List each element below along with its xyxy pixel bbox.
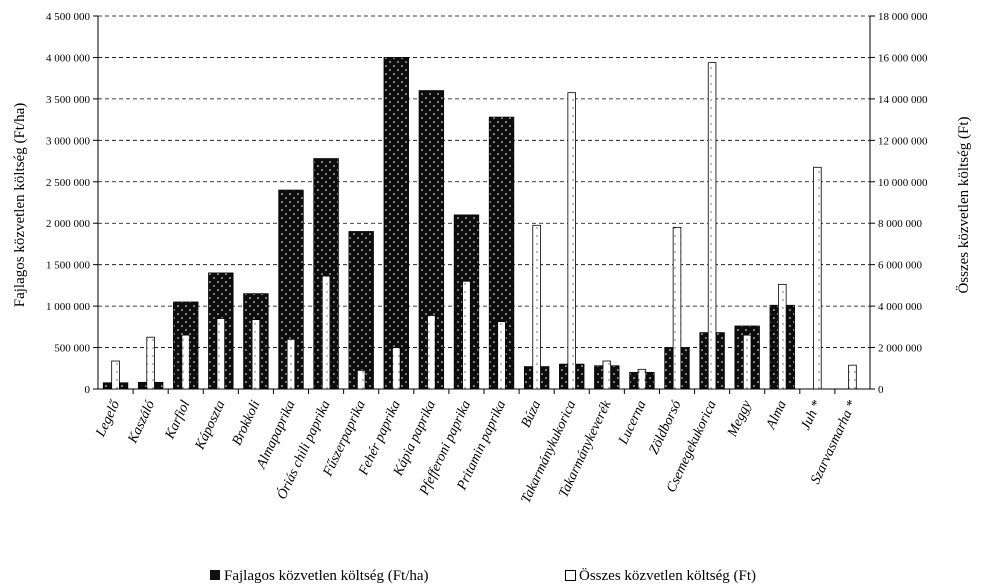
y-left-tick-label: 2 500 000 xyxy=(46,177,91,189)
bar-osszes xyxy=(778,283,787,390)
bar-fajlagos xyxy=(348,231,374,390)
bar-osszes xyxy=(848,364,857,390)
bar-osszes xyxy=(813,166,822,390)
legend-label-series-2: Összes közvetlen költség (Ft) xyxy=(579,567,756,584)
bar-osszes xyxy=(321,275,331,390)
bar-osszes xyxy=(602,360,612,390)
y-right-tick-label: 2 000 000 xyxy=(878,343,923,355)
legend-label-series-1: Fajlagos közvetlen költség (Ft/ha) xyxy=(224,568,429,584)
category-label: Karfiol xyxy=(162,398,193,442)
category-label: Zöldborsó xyxy=(647,398,685,457)
bar-osszes xyxy=(742,334,752,390)
category-label: Káposzta xyxy=(192,398,228,452)
y-right-tick-label: 4 000 000 xyxy=(878,301,923,313)
bars xyxy=(102,57,857,390)
y-right-tick-label: 6 000 000 xyxy=(878,260,923,272)
legend-swatch-series-2 xyxy=(565,570,576,581)
bar-osszes xyxy=(532,224,541,390)
bar-osszes xyxy=(181,334,190,390)
bar-osszes xyxy=(567,92,576,390)
category-label: Juh * xyxy=(798,398,825,432)
bar-osszes xyxy=(356,369,366,390)
bar-osszes xyxy=(216,318,226,390)
y-left-tick-label: 500 000 xyxy=(54,343,90,355)
category-label: Brokkoli xyxy=(230,398,264,448)
y-right-tick-label: 8 000 000 xyxy=(878,218,923,230)
bar-osszes xyxy=(286,338,296,390)
y-left-tick-label: 2 000 000 xyxy=(46,218,91,230)
legend: Fajlagos közvetlen költség (Ft/ha) Össze… xyxy=(210,567,756,584)
bar-osszes xyxy=(392,347,401,390)
bar-osszes xyxy=(111,360,120,390)
y-axis-right-title: Összes közvetlen költség (Ft) xyxy=(955,116,972,293)
bar-osszes xyxy=(637,368,647,390)
y-left-tick-label: 4 500 000 xyxy=(46,11,91,23)
y-axis-left-title: Fajlagos közvetlen költség (Ft/ha) xyxy=(12,103,28,308)
y-right-tick-label: 16 000 000 xyxy=(878,52,928,64)
y-left-tick-label: 4 000 000 xyxy=(46,52,91,64)
tick-labels: 0 500 000 1 000 000 1 500 000 2 000 000 2 500… xyxy=(46,11,928,506)
y-left-tick-label: 3 500 000 xyxy=(46,94,91,106)
category-label: Kaszáló xyxy=(125,398,158,446)
category-label: Lucerna xyxy=(616,398,650,448)
category-label: Búza xyxy=(519,398,544,430)
y-left-tick-label: 3 000 000 xyxy=(46,135,91,147)
y-right-tick-label: 18 000 000 xyxy=(878,11,928,23)
y-right-tick-label: 12 000 000 xyxy=(878,135,928,147)
bar-osszes xyxy=(672,226,682,390)
y-right-tick-label: 14 000 000 xyxy=(878,94,928,106)
bar-osszes xyxy=(427,315,436,390)
category-label: Meggy xyxy=(725,398,755,440)
bar-osszes xyxy=(146,336,155,390)
legend-swatch-series-1 xyxy=(210,570,220,580)
category-label: Alma xyxy=(763,398,790,432)
y-left-tick-label: 1 000 000 xyxy=(46,301,91,313)
bar-osszes xyxy=(497,321,506,390)
bar-osszes xyxy=(462,280,471,390)
y-right-tick-label: 0 xyxy=(878,384,884,396)
bar-osszes xyxy=(251,319,261,390)
y-left-tick-label: 0 xyxy=(85,384,91,396)
y-left-tick-label: 1 500 000 xyxy=(46,260,91,272)
bar-fajlagos xyxy=(383,57,409,390)
y-right-tick-label: 10 000 000 xyxy=(878,177,928,189)
bar-osszes xyxy=(707,62,717,390)
category-label: Legelő xyxy=(93,397,124,440)
